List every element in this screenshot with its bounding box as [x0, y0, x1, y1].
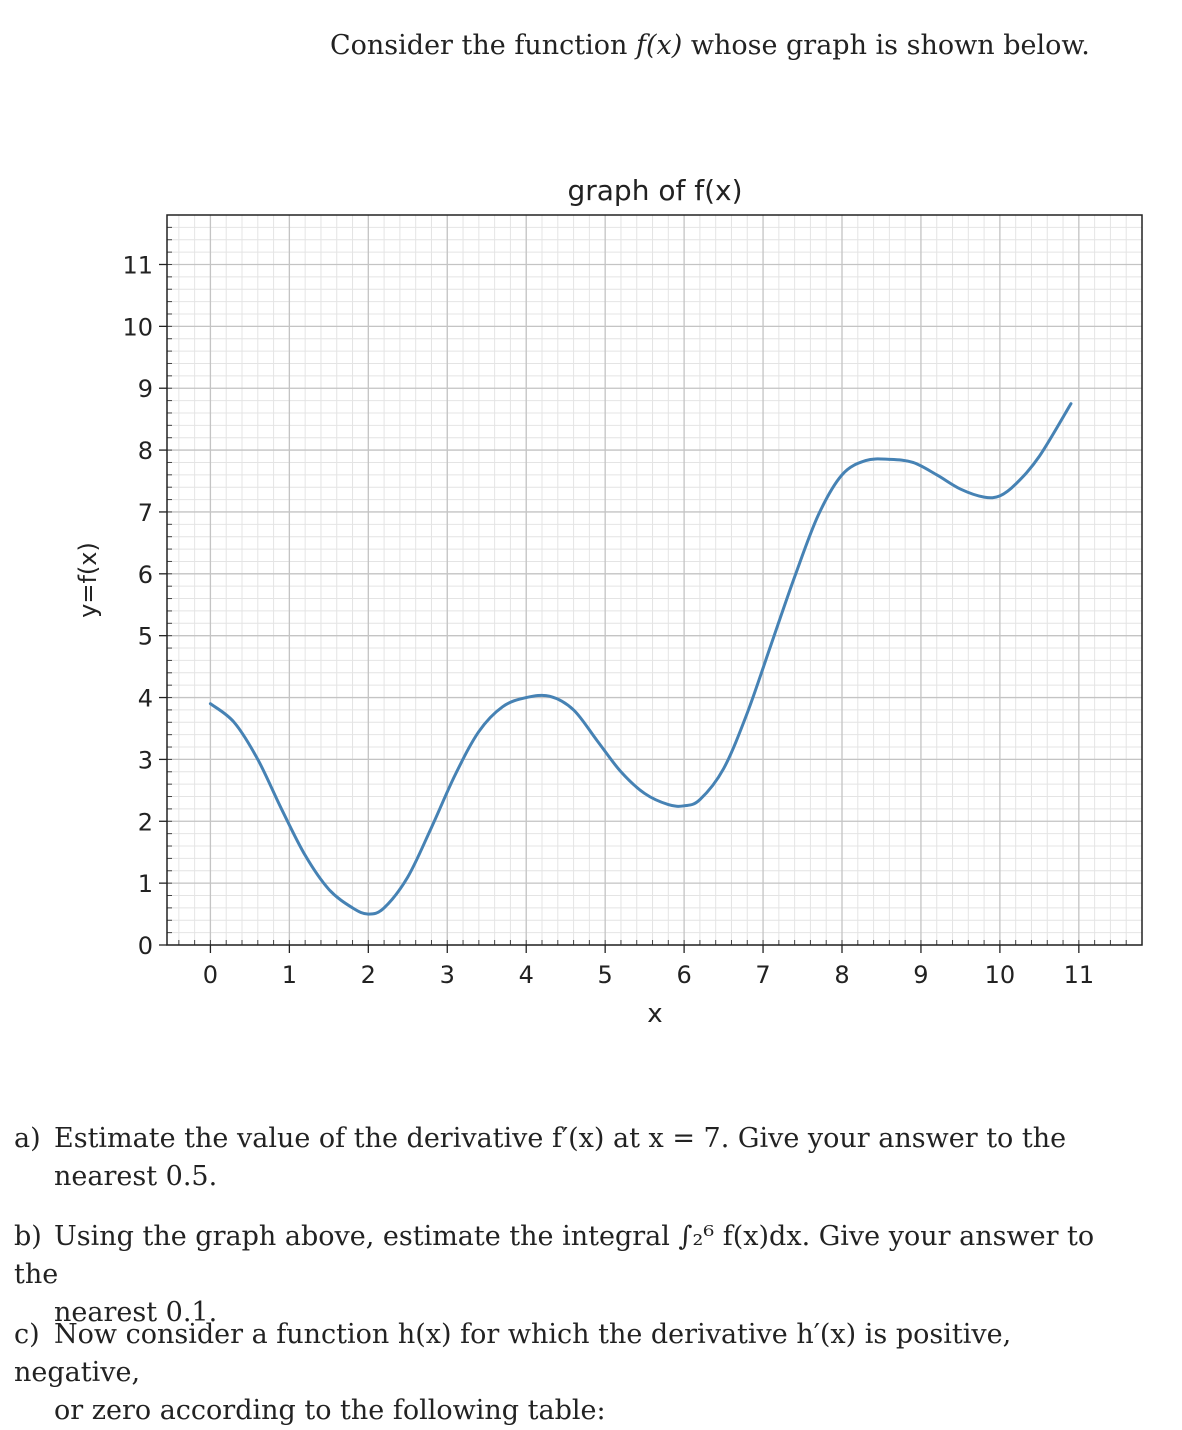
x-tick-label: 2 [361, 961, 376, 989]
y-tick-label: 1 [138, 870, 153, 898]
x-tick-label: 4 [519, 961, 534, 989]
y-tick-label: 3 [138, 746, 153, 774]
x-tick-label: 0 [203, 961, 218, 989]
x-tick-label: 9 [913, 961, 928, 989]
intro-after: whose graph is shown below. [682, 30, 1090, 61]
question-b: b) Using the graph above, estimate the in… [14, 1218, 1134, 1332]
y-tick-label: 4 [138, 685, 153, 713]
y-tick-labels: 0 1 2 3 4 5 6 7 8 9 10 11 [122, 251, 153, 960]
question-c: c) Now consider a function h(x) for which… [14, 1316, 1134, 1430]
y-tick-label: 6 [138, 561, 153, 589]
question-c-line2: or zero according to the following table… [54, 1395, 606, 1426]
intro-before: Consider the function [330, 30, 636, 61]
y-tick-label: 11 [122, 251, 153, 279]
y-tick-label: 2 [138, 808, 153, 836]
y-tick-label: 5 [138, 623, 153, 651]
x-tick-label: 11 [1064, 961, 1095, 989]
question-c-line1: Now consider a function h(x) for which t… [14, 1319, 1012, 1388]
question-a-line1: Estimate the value of the derivative f′(… [54, 1123, 1067, 1154]
question-b-line1: Using the graph above, estimate the inte… [14, 1221, 1095, 1290]
function-chart: 0 1 2 3 4 5 6 7 8 9 10 11 0 1 2 3 4 5 6 7 8 9 10 11 graph of f… [74, 174, 1143, 1029]
question-a-line2: nearest 0.5. [54, 1161, 218, 1192]
intro-math: f(x) [635, 30, 683, 61]
minor-grid [167, 214, 1143, 946]
y-tick-label: 8 [138, 437, 153, 465]
x-tick-label: 8 [834, 961, 849, 989]
x-tick-label: 3 [440, 961, 455, 989]
question-c-label: c) [14, 1319, 40, 1350]
x-tick-label: 1 [282, 961, 297, 989]
question-a: a) Estimate the value of the derivative f… [14, 1120, 1134, 1196]
intro-text: Consider the function f(x) whose graph i… [330, 30, 1090, 61]
y-tick-label: 7 [138, 499, 153, 527]
series-line-f [208, 402, 1073, 916]
question-b-line2: nearest 0.1. [54, 1297, 218, 1328]
x-tick-label: 7 [755, 961, 770, 989]
x-tick-label: 10 [985, 961, 1016, 989]
question-a-label: a) [14, 1123, 41, 1154]
major-grid [167, 215, 1142, 946]
x-tick-labels: 0 1 2 3 4 5 6 7 8 9 10 11 [203, 961, 1094, 989]
y-tick-label: 9 [138, 375, 153, 403]
y-tick-label: 10 [122, 313, 153, 341]
tick-marks [159, 214, 1143, 953]
x-tick-label: 5 [598, 961, 613, 989]
plot-frame [166, 214, 1143, 946]
y-axis-label: y=f(x) [74, 542, 102, 618]
x-tick-label: 6 [676, 961, 691, 989]
question-b-label: b) [14, 1221, 42, 1252]
chart-title: graph of f(x) [567, 174, 742, 207]
x-axis-label: x [647, 999, 662, 1029]
y-tick-label: 0 [138, 932, 153, 960]
